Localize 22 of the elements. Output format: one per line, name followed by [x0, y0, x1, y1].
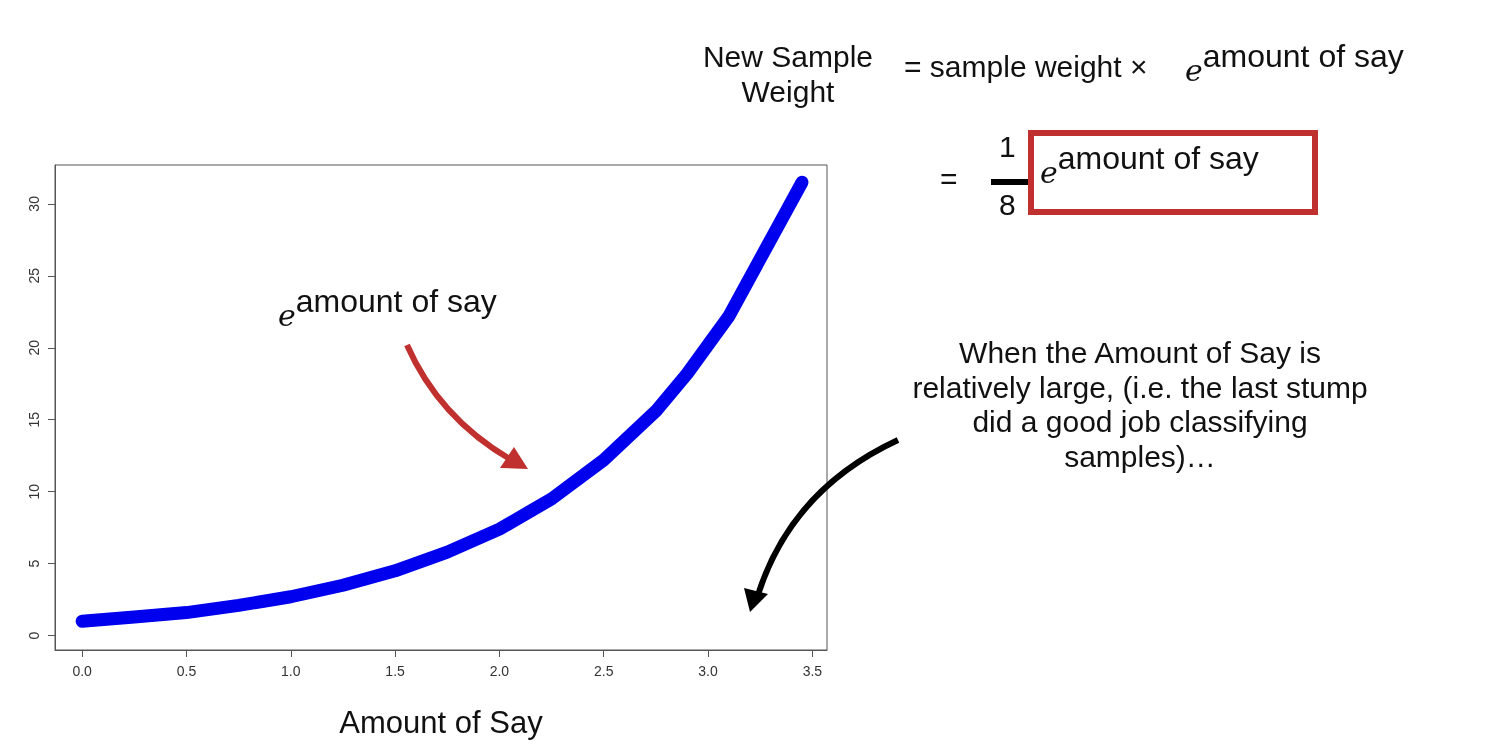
x-axis-title: Amount of Say — [339, 705, 544, 740]
x-tick-label: 2.5 — [594, 663, 614, 679]
y-tick-label: 5 — [26, 559, 42, 568]
x-tick-label: 0.5 — [176, 663, 197, 679]
text: New Sample Weight — [701, 40, 875, 109]
x-tick-label: 3.5 — [802, 663, 823, 679]
y-tick-label: 25 — [26, 267, 42, 284]
y-tick-label: 0 — [26, 631, 42, 640]
x-tick-label: 1.5 — [385, 663, 406, 679]
y-tick-label: 15 — [26, 411, 42, 428]
x-tick-label: 2.0 — [489, 663, 510, 679]
x-tick-label: 1.0 — [281, 663, 301, 679]
x-tick-label: 3.0 — [698, 663, 719, 679]
x-tick-label: 0.0 — [72, 663, 93, 679]
text: 8 — [999, 188, 1016, 223]
text: When the Amount of Say is relatively large, (i.e. the last stump did a good job classifying samples)… — [911, 336, 1369, 474]
text: 1 — [999, 130, 1016, 165]
text: = — [940, 162, 958, 197]
y-tick-label: 30 — [26, 195, 42, 212]
text: = sample weight × — [904, 50, 1148, 85]
y-tick-label: 10 — [26, 483, 42, 500]
y-tick-label: 20 — [26, 339, 42, 356]
